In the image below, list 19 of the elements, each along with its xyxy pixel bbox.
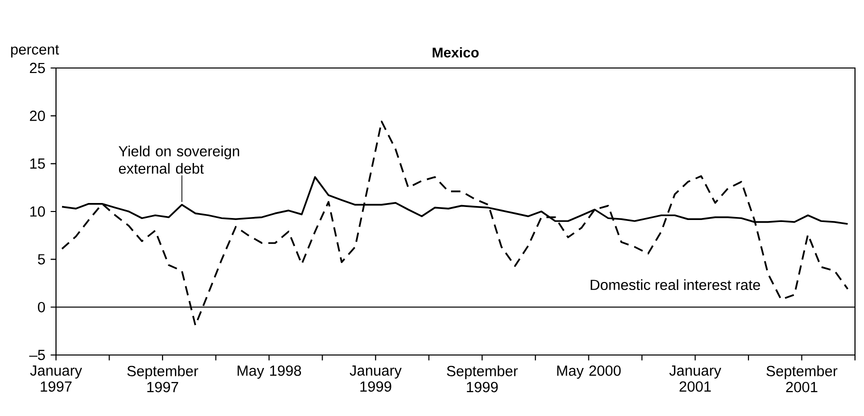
x-tick-label: September 1999 [446, 365, 518, 392]
series-label: Domestic real interest rate [590, 279, 760, 290]
y-tick-label: 10 [30, 206, 45, 217]
x-tick-label: January 1997 [30, 365, 82, 392]
x-tick-label: January 1999 [350, 365, 402, 392]
x-tick-label: May 2000 [557, 365, 621, 379]
x-tick-label: January 2001 [669, 365, 722, 392]
y-axis-title: percent [11, 44, 60, 58]
y-tick-label: 25 [30, 62, 45, 74]
y-tick-label: 0 [38, 302, 45, 312]
text: Yield on sovereign external debt [118, 146, 240, 174]
x-tick-label: May 1998 [238, 365, 302, 379]
y-tick-label: –5 [29, 350, 45, 360]
x-tick-label: September 1997 [127, 365, 198, 392]
chart-title: Mexico [432, 47, 479, 58]
y-tick-label: 5 [38, 254, 45, 264]
x-tick-label: September 2001 [766, 365, 838, 392]
y-tick-label: 15 [30, 158, 45, 169]
y-tick-label: 20 [30, 110, 45, 122]
